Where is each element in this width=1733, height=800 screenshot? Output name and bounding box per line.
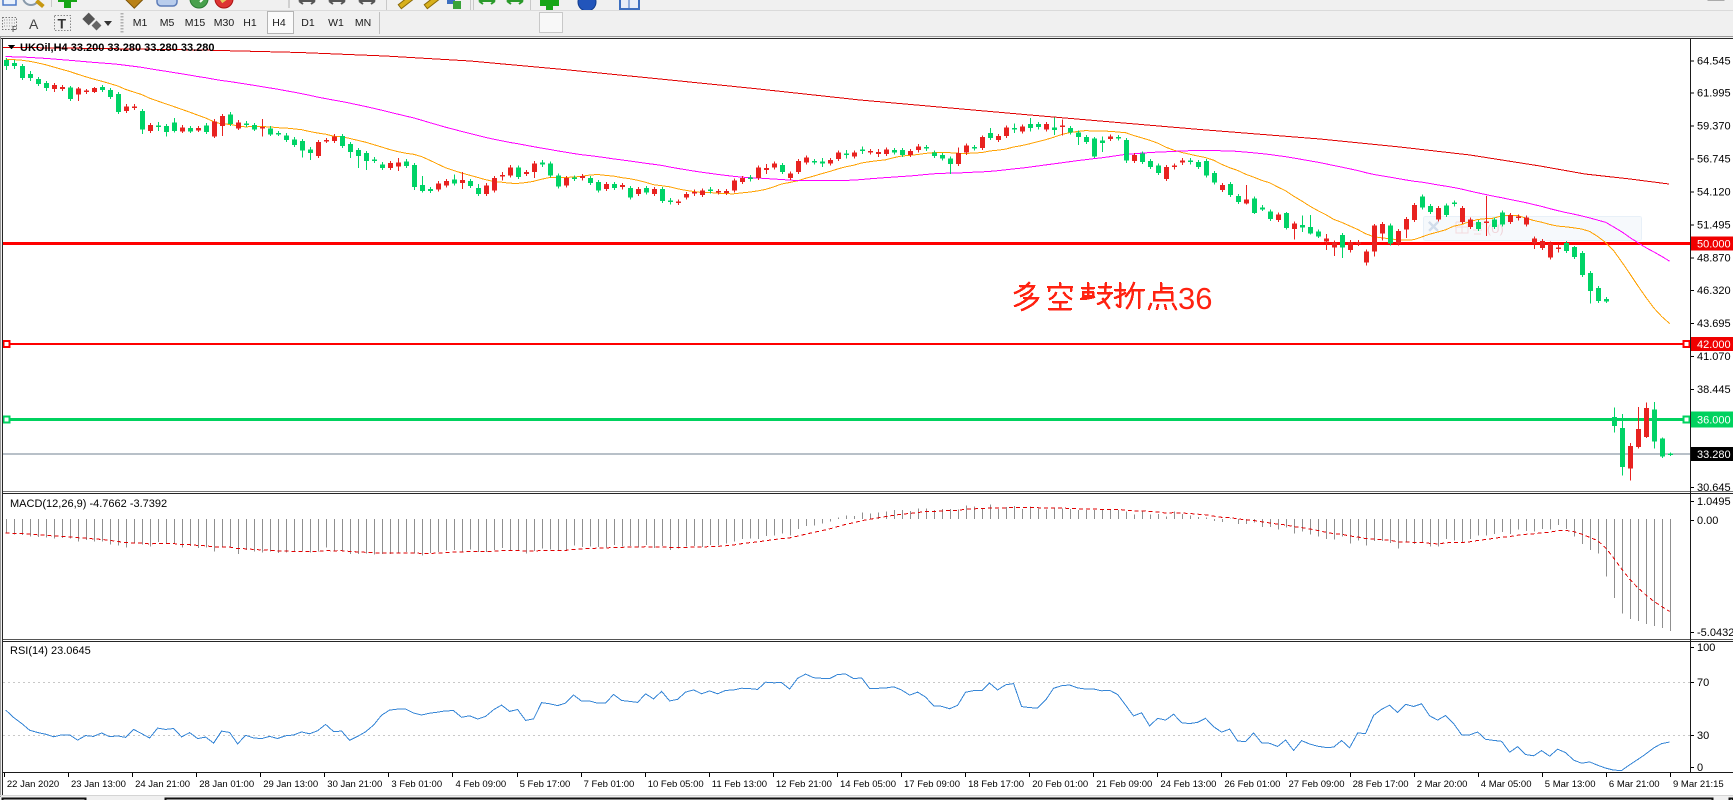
- svg-text:50.000: 50.000: [1697, 239, 1731, 251]
- svg-text:48.870: 48.870: [1697, 253, 1731, 265]
- svg-text:0: 0: [1697, 762, 1703, 774]
- svg-text:10 Feb 05:00: 10 Feb 05:00: [648, 779, 704, 790]
- svg-text:51.495: 51.495: [1697, 220, 1731, 232]
- svg-text:22 Jan 2020: 22 Jan 2020: [7, 779, 59, 790]
- svg-text:28 Feb 17:00: 28 Feb 17:00: [1353, 779, 1409, 790]
- svg-text:UKOil,H4 33.200 33.280 33.280: UKOil,H4 33.200 33.280 33.280 33.280: [20, 42, 214, 54]
- svg-text:11 Feb 13:00: 11 Feb 13:00: [712, 779, 767, 790]
- svg-text:14 Feb 05:00: 14 Feb 05:00: [840, 779, 896, 790]
- svg-text:30: 30: [1697, 730, 1709, 742]
- svg-text:2 Mar 20:00: 2 Mar 20:00: [1417, 779, 1468, 790]
- svg-text:28 Jan 01:00: 28 Jan 01:00: [199, 779, 254, 790]
- svg-text:RSI(14) 23.0645: RSI(14) 23.0645: [10, 645, 91, 657]
- svg-text:5 Mar 13:00: 5 Mar 13:00: [1545, 779, 1596, 790]
- svg-text:20 Feb 01:00: 20 Feb 01:00: [1032, 779, 1088, 790]
- svg-text:4 Feb 09:00: 4 Feb 09:00: [456, 779, 507, 790]
- svg-text:42.000: 42.000: [1697, 339, 1731, 351]
- svg-text:43.695: 43.695: [1697, 318, 1731, 330]
- svg-text:1.0495: 1.0495: [1697, 496, 1731, 508]
- svg-text:MACD(12,26,9) -4.7662 -3.7392: MACD(12,26,9) -4.7662 -3.7392: [10, 498, 167, 510]
- svg-text:70: 70: [1697, 677, 1709, 689]
- svg-text:5 Feb 17:00: 5 Feb 17:00: [520, 779, 571, 790]
- svg-text:56.745: 56.745: [1697, 154, 1731, 166]
- svg-text:26 Feb 01:00: 26 Feb 01:00: [1224, 779, 1280, 790]
- svg-text:17 Feb 09:00: 17 Feb 09:00: [904, 779, 960, 790]
- svg-text:64.545: 64.545: [1697, 56, 1731, 68]
- svg-text:F: F: [12, 25, 17, 34]
- svg-text:100: 100: [1697, 642, 1715, 654]
- svg-text:12 Feb 21:00: 12 Feb 21:00: [776, 779, 832, 790]
- svg-text:23 Jan 13:00: 23 Jan 13:00: [71, 779, 126, 790]
- svg-text:29 Jan 13:00: 29 Jan 13:00: [263, 779, 318, 790]
- svg-text:30 Jan 21:00: 30 Jan 21:00: [327, 779, 382, 790]
- svg-text:18 Feb 17:00: 18 Feb 17:00: [968, 779, 1024, 790]
- svg-text:24 Feb 13:00: 24 Feb 13:00: [1160, 779, 1216, 790]
- svg-text:A: A: [29, 16, 39, 32]
- svg-text:21 Feb 09:00: 21 Feb 09:00: [1096, 779, 1152, 790]
- svg-text:T: T: [58, 16, 67, 32]
- svg-text:46.320: 46.320: [1697, 285, 1731, 297]
- svg-text:4 Mar 05:00: 4 Mar 05:00: [1481, 779, 1532, 790]
- svg-text:38.445: 38.445: [1697, 384, 1731, 396]
- svg-text:24 Jan 21:00: 24 Jan 21:00: [135, 779, 190, 790]
- svg-text:61.995: 61.995: [1697, 88, 1731, 100]
- svg-text:9 Mar 21:15: 9 Mar 21:15: [1673, 779, 1724, 790]
- svg-text:6 Mar 21:00: 6 Mar 21:00: [1609, 779, 1660, 790]
- svg-text:30.645: 30.645: [1697, 482, 1731, 494]
- svg-text:33.280: 33.280: [1697, 449, 1731, 461]
- svg-text:27 Feb 09:00: 27 Feb 09:00: [1289, 779, 1345, 790]
- svg-text:36: 36: [1178, 281, 1212, 316]
- svg-text:36.000: 36.000: [1697, 415, 1731, 427]
- svg-text:59.370: 59.370: [1697, 121, 1731, 133]
- svg-text:41.070: 41.070: [1697, 351, 1731, 363]
- svg-text:3 Feb 01:00: 3 Feb 01:00: [391, 779, 442, 790]
- svg-text:0.00: 0.00: [1697, 515, 1718, 527]
- svg-text:-5.0432: -5.0432: [1697, 627, 1733, 639]
- svg-text:54.120: 54.120: [1697, 187, 1731, 199]
- svg-text:7 Feb 01:00: 7 Feb 01:00: [584, 779, 635, 790]
- svg-text:(U): (U): [1487, 222, 1504, 236]
